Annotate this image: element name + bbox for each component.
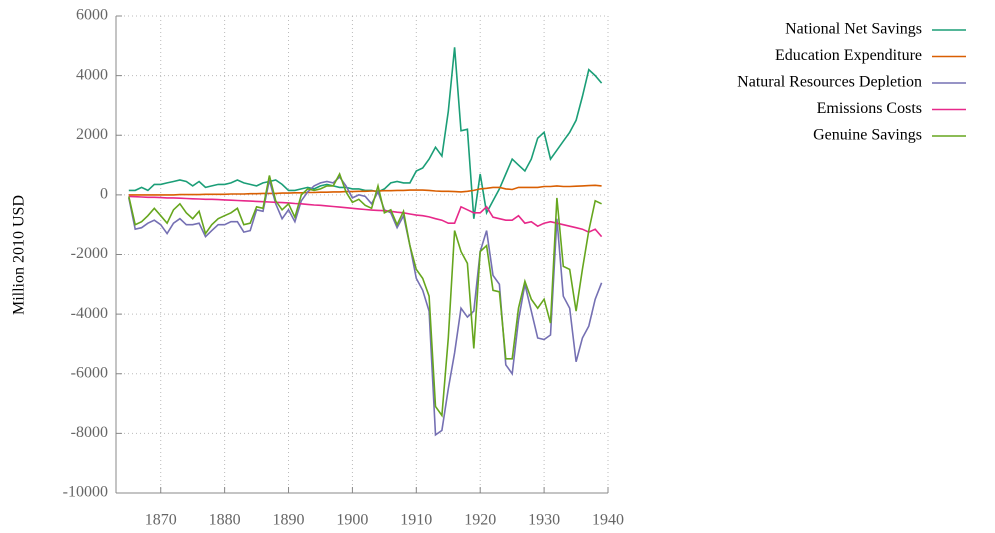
series-line (128, 47, 603, 219)
x-tick-label: 1900 (336, 512, 368, 529)
x-tick-label: 1930 (528, 512, 560, 529)
y-tick-label: -4000 (71, 305, 108, 322)
y-tick-label: -6000 (71, 364, 108, 381)
x-tick-label: 1880 (209, 512, 241, 529)
y-tick-label: -2000 (71, 245, 108, 262)
y-tick-label: 2000 (76, 126, 108, 143)
series-line (128, 172, 602, 418)
y-axis-label: Million 2010 USD (11, 195, 28, 315)
x-tick-label: 1890 (273, 512, 305, 529)
y-tick-label: 6000 (76, 7, 108, 24)
legend-label: Natural Resources Depletion (737, 74, 922, 91)
legend-label: Emissions Costs (817, 100, 922, 117)
x-tick-label: 1910 (400, 512, 432, 529)
y-tick-label: 0 (100, 186, 108, 203)
series-line (128, 195, 603, 238)
y-tick-label: -10000 (63, 484, 108, 501)
x-tick-label: 1940 (592, 512, 624, 529)
x-tick-label: 1870 (145, 512, 177, 529)
legend-label: National Net Savings (785, 21, 922, 38)
y-tick-label: 4000 (76, 66, 108, 83)
y-tick-label: -8000 (71, 424, 108, 441)
x-tick-label: 1920 (464, 512, 496, 529)
series-line (128, 175, 603, 437)
series-line (128, 184, 602, 196)
legend-label: Genuine Savings (813, 127, 922, 144)
legend-label: Education Expenditure (775, 47, 922, 64)
